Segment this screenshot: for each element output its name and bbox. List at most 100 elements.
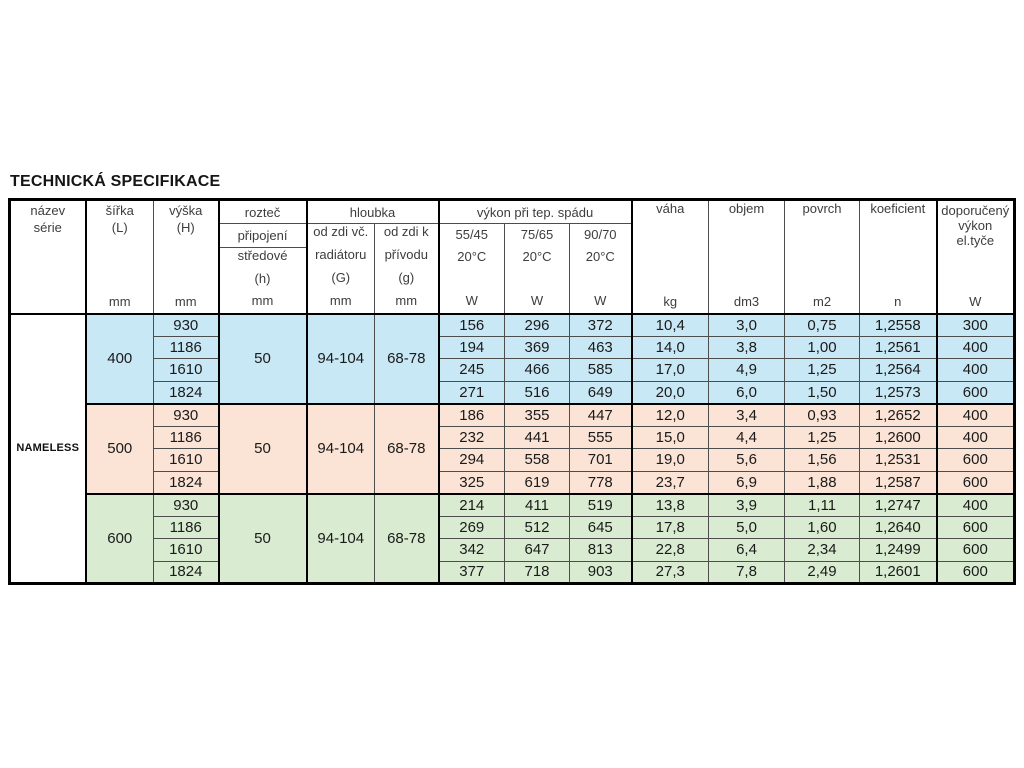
cell-vykon-7565: 466 xyxy=(504,358,571,382)
cell-vykon-9070: 649 xyxy=(569,380,633,404)
cell-vaha: 27,3 xyxy=(630,560,710,584)
cell-povrch: 1,11 xyxy=(784,492,861,517)
header-sirka-line1: šířka xyxy=(105,203,134,218)
cell-objem: 7,8 xyxy=(708,560,786,584)
header-hloubka-G-unit: mm xyxy=(329,293,352,308)
cell-vaha: 12,0 xyxy=(630,402,710,427)
cell-vykon-5545: 271 xyxy=(437,380,506,404)
cell-vaha: 17,8 xyxy=(630,515,710,539)
cell-vykon-9070: 447 xyxy=(569,402,633,427)
cell-sirka: 400 xyxy=(84,312,154,404)
cell-hloubka-G: 94-104 xyxy=(305,402,375,494)
cell-sirka: 500 xyxy=(84,402,154,494)
cell-povrch: 1,25 xyxy=(784,425,861,449)
header-vykon-9070: 90/70 20°C W xyxy=(569,223,633,314)
header-koeficient-unit: n xyxy=(894,294,902,309)
cell-koeficient: 1,2564 xyxy=(859,358,938,382)
cell-vykon-5545: 194 xyxy=(437,335,506,359)
cell-doporuceny-vykon: 600 xyxy=(935,560,1016,584)
cell-vykon-5545: 214 xyxy=(437,492,506,517)
cell-vykon-5545: 294 xyxy=(437,448,506,472)
cell-hloubka-g: 68-78 xyxy=(373,402,440,494)
cell-vykon-5545: 377 xyxy=(437,560,506,584)
header-hloubka-g-line3: (g) xyxy=(398,270,415,285)
cell-vykon-5545: 232 xyxy=(437,425,506,449)
cell-vykon-9070: 585 xyxy=(569,358,633,382)
header-vykon-7565: 75/65 20°C W xyxy=(504,223,571,314)
header-vykon-5545-label: 55/45 20°C xyxy=(455,225,488,269)
cell-vykon-9070: 813 xyxy=(569,538,633,562)
cell-objem: 6,4 xyxy=(708,538,786,562)
header-doporuceny-line3: el.tyče xyxy=(956,233,995,248)
cell-doporuceny-vykon: 400 xyxy=(935,425,1016,449)
cell-objem: 3,8 xyxy=(708,335,786,359)
header-hloubka-G: od zdi vč. radiátoru (G) mm xyxy=(305,223,375,314)
cell-objem: 3,4 xyxy=(708,402,786,427)
cell-vykon-7565: 411 xyxy=(504,492,571,517)
cell-vykon-9070: 463 xyxy=(569,335,633,359)
cell-vyska: 1610 xyxy=(153,448,219,472)
header-vykon-9070-label: 90/70 20°C xyxy=(584,225,617,269)
cell-povrch: 1,25 xyxy=(784,358,861,382)
cell-vyska: 930 xyxy=(153,492,219,517)
cell-vykon-9070: 372 xyxy=(569,312,633,337)
cell-vykon-7565: 369 xyxy=(504,335,571,359)
table-row: 1186 269 512 645 17,8 5,0 1,60 1,2640 600 xyxy=(10,515,1016,539)
cell-vykon-5545: 186 xyxy=(437,402,506,427)
header-doporuceny-unit: W xyxy=(969,294,982,309)
header-roztec-unit: mm xyxy=(251,293,274,308)
cell-doporuceny-vykon: 600 xyxy=(935,515,1016,539)
header-vykon-9070-temp: 20°C xyxy=(585,249,615,264)
cell-objem: 6,9 xyxy=(708,470,786,494)
cell-koeficient: 1,2747 xyxy=(859,492,938,517)
cell-vaha: 14,0 xyxy=(630,335,710,359)
header-nazev-serie: název série xyxy=(9,199,86,314)
cell-doporuceny-vykon: 600 xyxy=(935,470,1016,494)
header-vaha-unit: kg xyxy=(663,294,678,309)
cell-doporuceny-vykon: 600 xyxy=(935,448,1016,472)
cell-vykon-7565: 619 xyxy=(504,470,571,494)
cell-vykon-5545: 245 xyxy=(437,358,506,382)
cell-objem: 6,0 xyxy=(708,380,786,404)
cell-vaha: 17,0 xyxy=(630,358,710,382)
cell-vaha: 19,0 xyxy=(630,448,710,472)
header-hloubka-g-line2: přívodu xyxy=(384,247,428,262)
header-objem: objem dm3 xyxy=(708,199,786,314)
cell-vaha: 13,8 xyxy=(630,492,710,517)
table-row: 1824 377 718 903 27,3 7,8 2,49 1,2601 600 xyxy=(10,560,1016,584)
header-vykon-7565-label: 75/65 20°C xyxy=(521,225,554,269)
table-row: 1186 194 369 463 14,0 3,8 1,00 1,2561 400 xyxy=(10,335,1016,359)
header-koeficient-label: koeficient xyxy=(870,201,926,216)
header-hloubka-title: hloubka xyxy=(305,199,440,224)
cell-vaha: 20,0 xyxy=(630,380,710,404)
cell-vyska: 1186 xyxy=(153,515,219,539)
cell-doporuceny-vykon: 400 xyxy=(935,492,1016,517)
header-povrch: povrch m2 xyxy=(784,199,861,314)
cell-roztec: 50 xyxy=(217,492,307,584)
cell-roztec: 50 xyxy=(217,402,307,494)
cell-povrch: 1,88 xyxy=(784,470,861,494)
header-roztec-pripojeni: připojení xyxy=(217,223,307,248)
cell-vyska: 930 xyxy=(153,312,219,337)
header-roztec-title: rozteč xyxy=(217,199,307,224)
cell-vykon-9070: 701 xyxy=(569,448,633,472)
cell-vyska: 930 xyxy=(153,402,219,427)
header-vykon-5545: 55/45 20°C W xyxy=(437,223,506,314)
cell-vyska: 1824 xyxy=(153,560,219,584)
header-roztec-h-label: (h) xyxy=(254,270,271,286)
table-row: 1186 232 441 555 15,0 4,4 1,25 1,2600 400 xyxy=(10,425,1016,449)
cell-doporuceny-vykon: 400 xyxy=(935,402,1016,427)
header-vykon-title: výkon při tep. spádu xyxy=(437,199,633,224)
header-sirka: šířka (L) mm xyxy=(84,199,154,314)
header-vykon-7565-temp: 20°C xyxy=(522,249,552,264)
cell-povrch: 0,75 xyxy=(784,312,861,337)
cell-sirka: 600 xyxy=(84,492,154,584)
cell-vykon-7565: 647 xyxy=(504,538,571,562)
series-name-cell: NAMELESS xyxy=(9,312,86,584)
cell-vykon-7565: 512 xyxy=(504,515,571,539)
cell-koeficient: 1,2558 xyxy=(859,312,938,337)
cell-koeficient: 1,2561 xyxy=(859,335,938,359)
cell-hloubka-g: 68-78 xyxy=(373,312,440,404)
header-hloubka-G-line1: od zdi vč. xyxy=(313,224,369,240)
cell-povrch: 1,60 xyxy=(784,515,861,539)
